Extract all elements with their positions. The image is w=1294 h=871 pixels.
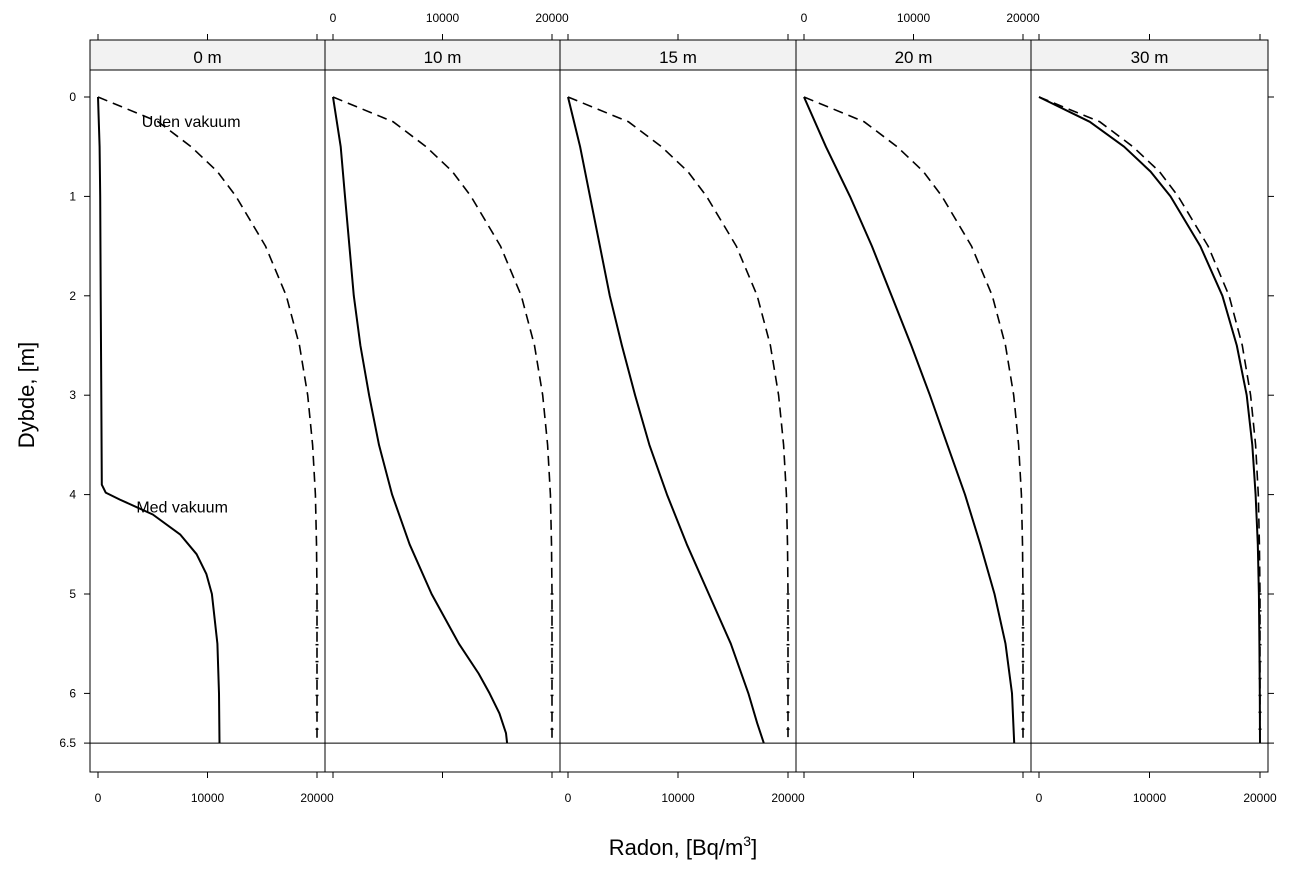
y-axis-title: Dybde, [m]	[14, 342, 39, 448]
y-tick-label: 6.5	[59, 736, 76, 750]
series-dashed-line	[97, 96, 318, 744]
x-tick-label-top: 0	[330, 11, 337, 25]
y-tick-label: 2	[69, 289, 76, 303]
series-solid-line	[332, 96, 509, 744]
panel-frame	[1030, 69, 1269, 773]
series-solid-line	[803, 96, 1016, 744]
x-tick-label-bottom: 0	[1036, 791, 1043, 805]
x-tick-label-bottom: 0	[95, 791, 102, 805]
panel-strip-label: 0 m	[193, 48, 221, 67]
y-tick-label: 0	[69, 90, 76, 104]
panel-strip-label: 20 m	[895, 48, 933, 67]
x-axis-title-main: Radon, [Bq/m	[609, 835, 744, 860]
annotation: Uden vakuum	[142, 114, 241, 131]
panel-frame	[89, 69, 326, 773]
x-tick-label-bottom: 10000	[661, 791, 695, 805]
y-tick-label: 5	[69, 587, 76, 601]
x-tick-label-top: 20000	[535, 11, 569, 25]
panel-frame	[559, 69, 797, 773]
x-tick-label-top: 10000	[897, 11, 931, 25]
panel-2: 15 m 0 10000 20000	[559, 34, 805, 805]
x-axis-title: Radon, [Bq/m3]	[609, 833, 757, 860]
panel-1: 10 m 0 10000 20000	[324, 11, 569, 778]
panel-strip-label: 10 m	[424, 48, 462, 67]
panel-strip-label: 15 m	[659, 48, 697, 67]
x-tick-label-top: 20000	[1006, 11, 1040, 25]
panel-frame	[324, 69, 561, 773]
x-tick-label-bottom: 20000	[300, 791, 334, 805]
series-dashed-line	[1038, 96, 1261, 744]
x-tick-label-bottom: 10000	[191, 791, 225, 805]
panel-strip-label: 30 m	[1131, 48, 1169, 67]
panel-4: 30 m 0 10000 20000	[1030, 34, 1277, 805]
x-tick-label-bottom: 20000	[771, 791, 805, 805]
y-tick-label: 4	[69, 488, 76, 502]
series-dashed-line	[803, 96, 1024, 744]
x-axis-title-end: ]	[751, 835, 757, 860]
series-solid-line	[1038, 96, 1261, 744]
panel-frame	[795, 69, 1032, 773]
series-solid-line	[567, 96, 765, 744]
x-tick-label-bottom: 20000	[1243, 791, 1277, 805]
series-dashed-line	[567, 96, 789, 744]
x-tick-label-bottom: 0	[565, 791, 572, 805]
x-tick-label-bottom: 10000	[1133, 791, 1167, 805]
y-tick-label: 1	[69, 189, 76, 203]
x-tick-label-top: 10000	[426, 11, 460, 25]
x-tick-label-top: 0	[801, 11, 808, 25]
panel-0: 0 m 0 10000 20000	[89, 34, 334, 805]
panel-strip	[89, 39, 326, 71]
panel-3: 20 m 0 10000 20000	[795, 11, 1040, 778]
x-axis-title-sup: 3	[743, 833, 751, 849]
series-dashed-line	[332, 96, 553, 744]
y-tick-label: 3	[69, 388, 76, 402]
panel-strip	[1030, 39, 1269, 71]
series-solid-line	[97, 96, 221, 744]
annotation: Med vakuum	[136, 500, 228, 517]
y-tick-label: 6	[69, 686, 76, 700]
